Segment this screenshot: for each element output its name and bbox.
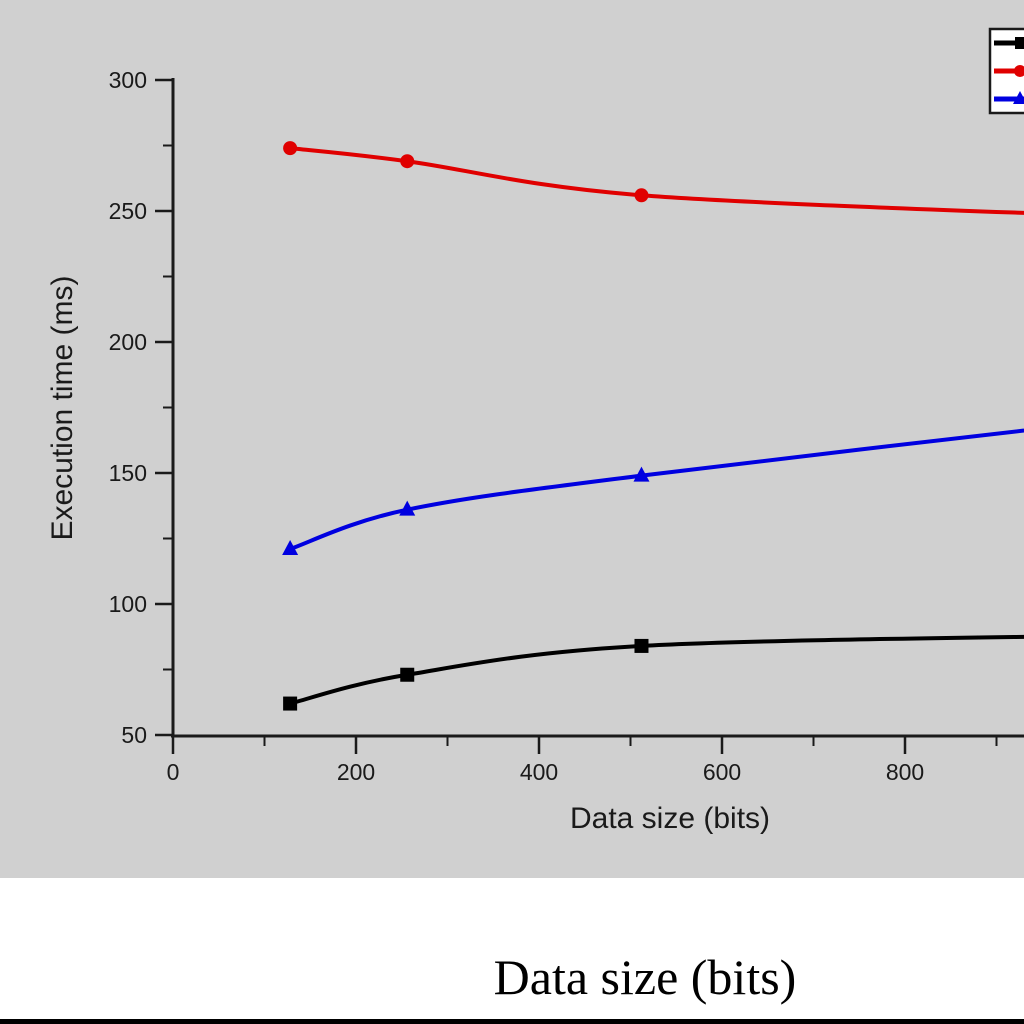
- data-point-square: [283, 696, 298, 711]
- data-point-square: [634, 638, 649, 653]
- y-tick-label: 200: [109, 329, 147, 355]
- data-point-triangle: [633, 466, 650, 482]
- y-tick-label: 100: [109, 591, 147, 617]
- y-tick-label: 150: [109, 460, 147, 486]
- x-tick-label: 800: [886, 759, 924, 785]
- x-tick-label: 200: [337, 759, 375, 785]
- x-tick-label: 0: [167, 759, 180, 785]
- x-tick-label: 400: [520, 759, 558, 785]
- data-point-circle: [634, 188, 649, 203]
- y-axis-title: Execution time (ms): [46, 275, 79, 540]
- legend-marker-circle: [1014, 65, 1024, 77]
- series-line-1: [289, 634, 1024, 706]
- plot-background: [0, 0, 1024, 878]
- bottom-rule: [0, 1019, 1024, 1024]
- data-point-triangle: [282, 539, 299, 555]
- data-point-triangle: [399, 500, 416, 516]
- series-line-2: [289, 146, 1024, 215]
- y-tick-label: 250: [109, 198, 147, 224]
- legend-marker-triangle: [1013, 91, 1024, 104]
- line-chart: 50 100 150 200 250 300 0 200 400 600 800 Data size…: [0, 0, 1024, 878]
- y-tick-label: 300: [109, 67, 147, 93]
- data-point-circle: [400, 154, 415, 169]
- data-point-circle: [283, 141, 298, 156]
- x-axis-title: Data size (bits): [570, 802, 770, 835]
- plot-panel: 50 100 150 200 250 300 0 200 400 600 800 Data size…: [0, 0, 1024, 878]
- series-line-3: [289, 428, 1024, 551]
- figure-caption: Data size (bits): [493, 949, 797, 1005]
- y-tick-label: 50: [121, 722, 147, 748]
- legend-marker-square: [1015, 37, 1024, 49]
- x-tick-label: 600: [703, 759, 741, 785]
- data-point-square: [400, 667, 415, 682]
